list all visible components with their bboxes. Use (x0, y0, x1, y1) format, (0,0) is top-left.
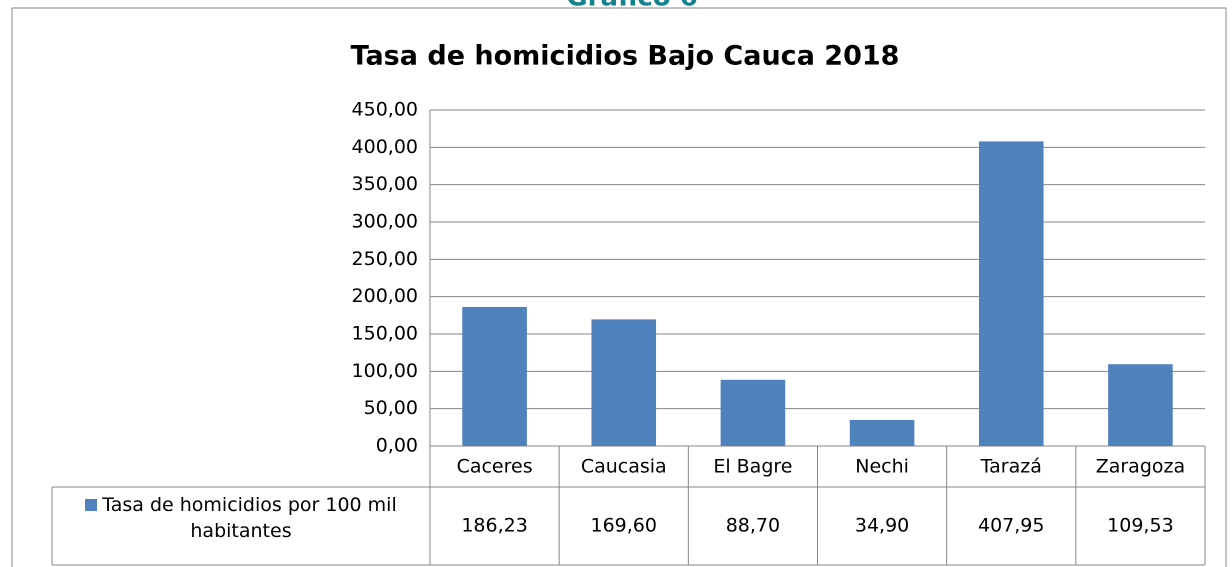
legend: Tasa de homicidios por 100 mil habitante… (56, 492, 426, 544)
y-tick-label: 300,00 (352, 211, 418, 233)
y-tick-label: 400,00 (352, 136, 418, 158)
x-tick-label: Caceres (457, 456, 533, 478)
y-tick-label: 450,00 (352, 99, 418, 121)
y-tick-label: 250,00 (352, 248, 418, 270)
x-tick-label: Caucasia (581, 456, 667, 478)
x-tick-label: Zaragoza (1096, 456, 1185, 478)
table-value: 34,90 (855, 515, 909, 537)
legend-swatch (85, 499, 98, 511)
legend-label: Tasa de homicidios por 100 mil habitante… (102, 494, 397, 542)
y-tick-label: 350,00 (352, 173, 418, 195)
y-tick-label: 100,00 (352, 360, 418, 382)
table-value: 169,60 (591, 515, 657, 537)
x-tick-label: El Bagre (713, 456, 792, 478)
heading: Gráfico 6 (566, 0, 697, 13)
legend-entry: Tasa de homicidios por 100 mil habitante… (56, 492, 426, 544)
bar (591, 319, 657, 446)
bar (1108, 364, 1173, 446)
bar (849, 419, 915, 446)
bar (462, 306, 527, 446)
chart-title: Tasa de homicidios Bajo Cauca 2018 (351, 41, 900, 72)
y-tick-label: 200,00 (352, 285, 418, 307)
table-value: 88,70 (726, 515, 780, 537)
bar (720, 379, 786, 446)
y-tick-label: 150,00 (352, 323, 418, 345)
table-value: 109,53 (1107, 515, 1173, 537)
table-value: 186,23 (461, 515, 527, 537)
table-value: 407,95 (978, 515, 1044, 537)
y-tick-label: 0,00 (376, 435, 418, 457)
y-tick-label: 50,00 (364, 397, 418, 419)
bar (978, 141, 1044, 446)
chart-frame (11, 7, 1227, 567)
x-tick-label: Nechi (855, 456, 909, 478)
x-tick-label: Tarazá (980, 456, 1042, 478)
